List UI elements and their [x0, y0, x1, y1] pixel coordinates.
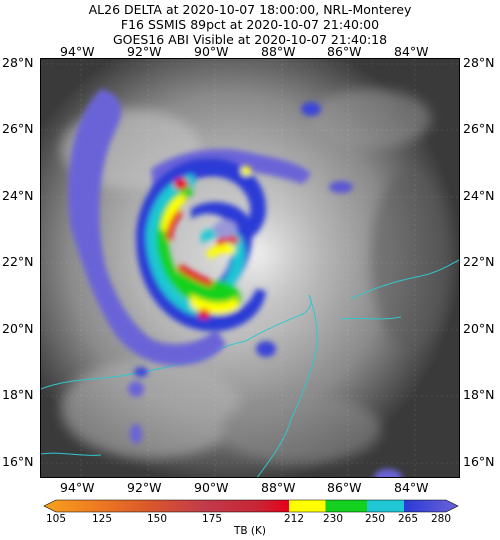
colorbar-tick: 265 [397, 513, 419, 525]
satellite-imagery [41, 59, 459, 477]
lat-label: 22°N [2, 254, 34, 269]
lat-label: 24°N [463, 188, 495, 203]
colorbar-tick: 105 [45, 513, 67, 525]
colorbar-tick: 212 [283, 513, 305, 525]
colorbar-tick: 230 [322, 513, 344, 525]
lat-label: 20°N [2, 321, 34, 336]
lat-label: 16°N [463, 454, 495, 469]
lat-label: 24°N [2, 188, 34, 203]
graticule [41, 59, 459, 477]
colorbar-title: TB (K) [233, 525, 267, 537]
lon-label: 90°W [194, 44, 229, 59]
lon-label: 94°W [60, 480, 95, 495]
colorbar-gradient [43, 499, 459, 513]
lat-label: 22°N [463, 254, 495, 269]
lat-label: 18°N [2, 387, 34, 402]
lon-label: 84°W [394, 480, 429, 495]
colorbar-tick: 150 [146, 513, 168, 525]
lon-label: 90°W [194, 480, 229, 495]
lon-label: 86°W [327, 44, 362, 59]
lat-label: 18°N [463, 387, 495, 402]
colorbar-tick: 250 [364, 513, 386, 525]
title-line-3: GOES16 ABI Visible at 2020-10-07 21:40:1… [112, 32, 388, 47]
lon-label: 92°W [127, 44, 162, 59]
colorbar-tick: 125 [91, 513, 113, 525]
lon-label: 92°W [127, 480, 162, 495]
colorbar: 105 125 150 175 212 230 250 265 280 TB (… [0, 496, 500, 540]
lat-label: 28°N [463, 55, 495, 70]
lon-label: 84°W [394, 44, 429, 59]
satellite-map [40, 58, 460, 478]
lon-label: 86°W [327, 480, 362, 495]
lat-label: 16°N [2, 454, 34, 469]
colorbar-tick: 175 [201, 513, 223, 525]
colorbar-tick: 280 [430, 513, 452, 525]
lat-label: 20°N [463, 321, 495, 336]
lat-label: 26°N [463, 121, 495, 136]
lat-label: 28°N [2, 55, 34, 70]
lat-label: 26°N [2, 121, 34, 136]
title-line-2: F16 SSMIS 89pct at 2020-10-07 21:40:00 [120, 17, 380, 32]
lon-label: 94°W [60, 44, 95, 59]
lon-label: 88°W [261, 44, 296, 59]
lon-label: 88°W [261, 480, 296, 495]
microwave-overlay [68, 89, 402, 477]
title-line-1: AL26 DELTA at 2020-10-07 18:00:00, NRL-M… [88, 2, 412, 17]
